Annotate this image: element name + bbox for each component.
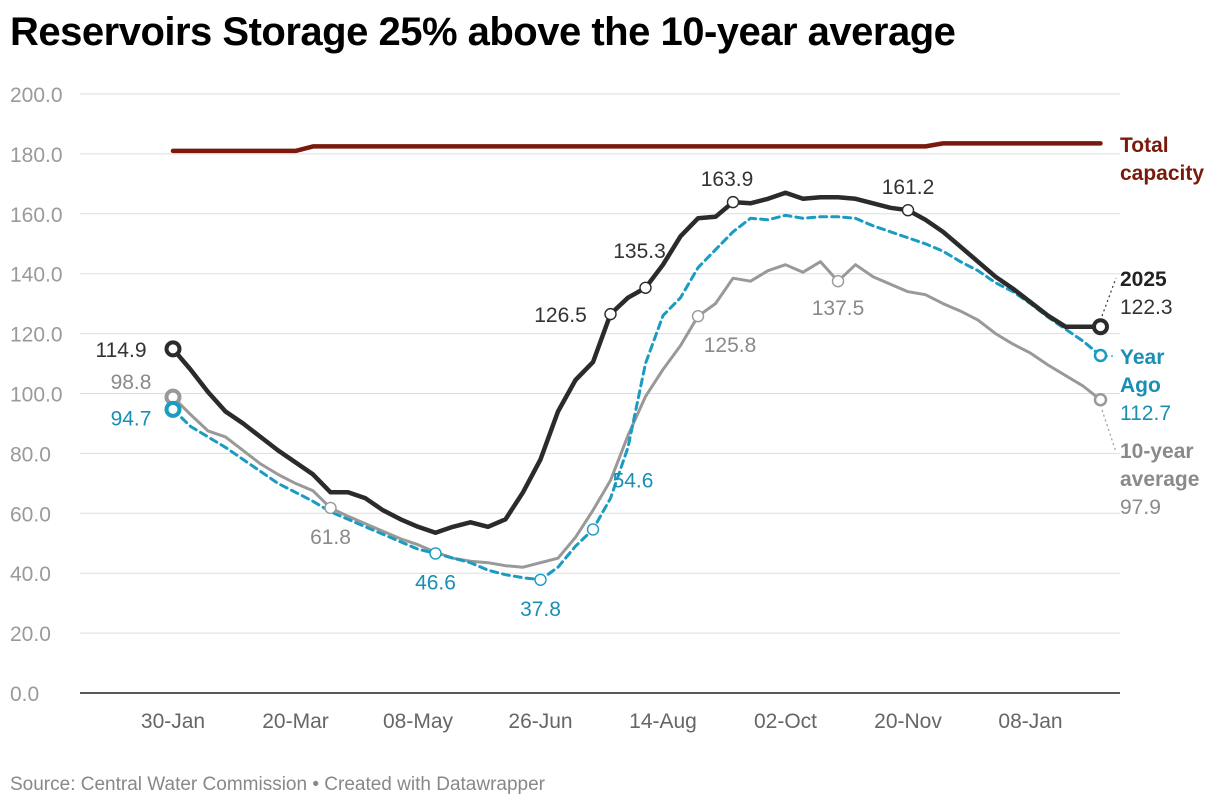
data-label-cur_32: 163.9	[701, 168, 754, 191]
point-marker-avg_9	[324, 501, 337, 515]
point-marker-ya_24	[586, 523, 600, 536]
data-label-ya_15: 46.6	[415, 571, 456, 594]
point-marker-cur_42	[901, 204, 915, 217]
point-marker-ya_15	[429, 547, 442, 560]
avg-name-line2: average	[1120, 468, 1199, 491]
year-ago-value: 112.7	[1120, 402, 1171, 425]
y-tick-label: 60.0	[10, 503, 51, 526]
avg-value: 97.9	[1120, 496, 1161, 519]
y-tick-label: 120.0	[10, 324, 63, 347]
series-line-avg	[171, 260, 1102, 569]
y-tick-label: 40.0	[10, 563, 51, 586]
current-name: 2025	[1120, 268, 1167, 291]
x-axis-ticks: 30-Jan 20-Mar 08-May 26-Jun 14-Aug 02-Oct 20-N…	[141, 710, 1063, 733]
point-marker-cur_32	[726, 195, 740, 209]
x-tick-label: 08-Jan	[998, 710, 1062, 733]
x-tick-label: 20-Mar	[262, 710, 329, 733]
point-marker-avg_30	[691, 310, 705, 323]
y-tick-label: 140.0	[10, 264, 63, 287]
x-tick-label: 30-Jan	[141, 710, 205, 733]
y-tick-label: 80.0	[10, 443, 51, 466]
chart-title: Reservoirs Storage 25% above the 10-year…	[10, 10, 956, 54]
avg-name-line1: 10-year	[1120, 440, 1194, 463]
data-label-cur_27: 135.3	[613, 240, 666, 263]
data-label-cur_42: 161.2	[882, 176, 935, 199]
point-marker-cur_26	[604, 307, 617, 321]
current-label-leader	[1101, 277, 1117, 317]
line-chart: 200.0 180.0 160.0 140.0 120.0 100.0 80.0 60.0 40…	[10, 84, 1204, 733]
footer: Source: Central Water Commission • Creat…	[10, 774, 545, 796]
x-tick-label: 08-May	[383, 710, 454, 733]
data-label-ya_24: 54.6	[613, 469, 654, 492]
y-tick-label: 180.0	[10, 144, 63, 167]
data-label-cur_start: 114.9	[96, 339, 147, 362]
data-label-avg_9: 61.8	[310, 526, 351, 549]
y-tick-label: 200.0	[10, 84, 63, 107]
year-ago-name-line1: Year	[1120, 346, 1164, 369]
credit-text: Created with Datawrapper	[324, 774, 545, 795]
y-tick-label: 20.0	[10, 623, 51, 646]
data-label-ya_start: 94.7	[111, 407, 152, 430]
point-marker-cur_start	[164, 340, 182, 358]
point-marker-avg_38	[831, 274, 845, 288]
point-marker-cur_27	[639, 281, 652, 294]
capacity-name-line1: Total	[1120, 134, 1169, 157]
source-text: Source: Central Water Commission	[10, 774, 308, 795]
y-tick-label: 160.0	[10, 204, 63, 227]
x-tick-label: 26-Jun	[508, 710, 572, 733]
avg-label-leader	[1101, 409, 1117, 453]
series-line-capacity	[170, 141, 1103, 154]
x-tick-label: 20-Nov	[874, 710, 942, 733]
data-label-avg_30: 125.8	[704, 334, 757, 357]
year-ago-name-line2: Ago	[1120, 374, 1161, 397]
point-marker-ya_21	[534, 573, 547, 586]
footer-separator: •	[307, 774, 325, 795]
x-tick-label: 02-Oct	[754, 710, 817, 733]
end-marker-year_ago	[1093, 348, 1108, 363]
end-marker-avg	[1093, 393, 1108, 407]
point-marker-ya_start	[164, 400, 182, 418]
x-tick-label: 14-Aug	[629, 710, 697, 733]
data-label-ya_21: 37.8	[520, 598, 561, 621]
y-grid	[80, 93, 1120, 634]
series-lines	[170, 141, 1103, 582]
data-labels: 114.9 126.5 135.3 163.9 161.2 98.8 61.8 125.8 13…	[96, 168, 935, 621]
series-line-current	[170, 190, 1103, 536]
data-label-avg_start: 98.8	[111, 371, 152, 394]
end-labels: Total capacity 2025 122.3 Year Ago 112.7…	[1101, 134, 1204, 519]
y-axis-ticks: 200.0 180.0 160.0 140.0 120.0 100.0 80.0 60.0 40…	[10, 84, 63, 706]
data-label-cur_26: 126.5	[534, 304, 587, 327]
y-tick-label: 100.0	[10, 384, 63, 407]
y-tick-label: 0.0	[10, 683, 39, 706]
current-value: 122.3	[1120, 296, 1173, 319]
end-marker-current	[1092, 318, 1109, 336]
capacity-name-line2: capacity	[1120, 162, 1204, 185]
data-label-avg_38: 137.5	[812, 297, 865, 320]
